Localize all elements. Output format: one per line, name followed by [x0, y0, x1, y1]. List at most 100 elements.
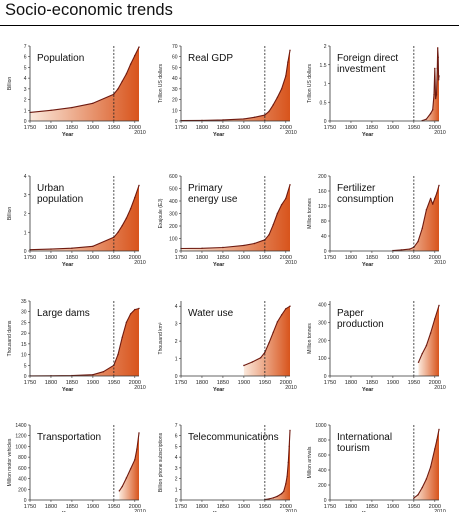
y-tick-label: 120 [318, 204, 327, 210]
x-end-label: 2010 [134, 260, 146, 266]
data-point [434, 67, 436, 70]
data-point [276, 212, 279, 215]
data-point [129, 313, 132, 315]
data-point [288, 445, 290, 448]
x-tick-label: 1950 [408, 380, 420, 386]
y-tick-label: 200 [169, 224, 178, 230]
y-tick-label: 1000 [315, 423, 326, 429]
data-point [429, 112, 432, 115]
data-point [433, 94, 435, 96]
data-point [272, 497, 274, 499]
y-tick-label: 3 [175, 466, 178, 472]
y-tick-label: 1200 [15, 434, 26, 440]
y-tick-label: 0 [324, 498, 327, 504]
chart-title: Urban [37, 183, 64, 194]
y-axis-label: Trillion US dollars [307, 64, 313, 103]
data-point [409, 248, 411, 250]
x-tick-label: 1750 [24, 380, 36, 386]
y-axis-label: Billion [7, 77, 13, 91]
y-tick-label: 35 [21, 299, 27, 305]
y-axis-label: Million tonnes [307, 323, 313, 354]
x-tick-label: 1800 [196, 380, 208, 386]
y-tick-label: 200 [18, 487, 27, 493]
x-tick-label: 1900 [387, 380, 399, 386]
data-point [121, 336, 123, 339]
x-tick-label: 2000 [429, 255, 441, 261]
x-tick-label: 1950 [408, 255, 420, 261]
x-tick-label: 2000 [280, 255, 292, 261]
y-tick-label: 1000 [15, 444, 26, 450]
y-tick-label: 4 [24, 174, 27, 180]
data-point [432, 109, 434, 111]
data-point [117, 88, 119, 90]
x-tick-label: 2000 [129, 255, 141, 261]
x-tick-label: 1800 [45, 380, 57, 386]
x-tick-label: 1950 [259, 125, 271, 131]
data-point [436, 192, 438, 194]
x-tick-label: 1900 [238, 255, 250, 261]
data-point [260, 357, 262, 359]
x-tick-label: 2000 [280, 380, 292, 386]
chart-title: Population [37, 53, 84, 64]
y-tick-label: 0 [175, 249, 178, 255]
chart-panel-5: 0 100 200 300 400 500 600 1750 1800 1850 1900 1950 2… [158, 174, 297, 268]
data-point [435, 94, 438, 96]
x-tick-label: 1750 [175, 255, 187, 261]
page-title: Socio-economic trends [5, 1, 173, 19]
data-point [125, 73, 128, 75]
y-axis-label: Thousand km³ [158, 322, 164, 354]
x-tick-label: 2000 [129, 504, 141, 510]
data-point [437, 47, 439, 49]
data-point [417, 240, 419, 243]
data-point [438, 304, 440, 307]
y-tick-label: 1.5 [320, 63, 327, 69]
x-tick-label: 1950 [108, 380, 120, 386]
y-axis-label: Million motor vehicles [7, 438, 13, 486]
x-tick-label: 1800 [345, 255, 357, 261]
data-point [434, 197, 436, 200]
y-tick-label: 1 [175, 357, 178, 363]
data-point [268, 342, 270, 344]
data-point [286, 475, 288, 478]
data-point [243, 364, 245, 367]
data-point [289, 49, 291, 51]
data-point [253, 242, 256, 245]
series-line [243, 305, 291, 367]
y-tick-label: 160 [318, 189, 327, 195]
series-line [180, 184, 291, 250]
data-point [289, 305, 291, 307]
data-point [437, 56, 439, 58]
data-point [118, 490, 121, 492]
y-tick-label: 5 [24, 363, 27, 369]
x-tick-label: 2000 [129, 380, 141, 386]
x-end-label: 2010 [285, 260, 297, 266]
chart-panel-12: 0 200 400 600 800 1000 1750 1800 1850 1900 1950 200… [307, 423, 446, 512]
chart-title: Water use [188, 308, 234, 319]
data-point [92, 374, 94, 376]
x-tick-label: 1950 [408, 504, 420, 510]
x-tick-label: 1800 [45, 255, 57, 261]
y-tick-label: 7 [175, 423, 178, 429]
y-tick-label: 1400 [15, 423, 26, 429]
title-divider [0, 25, 459, 26]
data-point [134, 308, 136, 311]
chart-title: investment [337, 64, 386, 75]
data-point [285, 75, 287, 77]
series-area [413, 429, 439, 500]
data-point [276, 495, 279, 497]
x-tick-label: 1750 [24, 125, 36, 131]
y-tick-label: 5 [175, 444, 178, 450]
data-point [264, 351, 266, 354]
x-tick-label: 1900 [87, 255, 99, 261]
x-tick-label: 1850 [66, 380, 78, 386]
data-point [429, 466, 432, 468]
x-axis-label: Year [213, 132, 225, 138]
data-point [425, 344, 428, 347]
data-point [121, 225, 123, 227]
y-tick-label: 2 [324, 44, 327, 50]
data-point [276, 96, 279, 99]
y-tick-label: 2 [24, 98, 27, 104]
x-tick-label: 1750 [324, 125, 336, 131]
